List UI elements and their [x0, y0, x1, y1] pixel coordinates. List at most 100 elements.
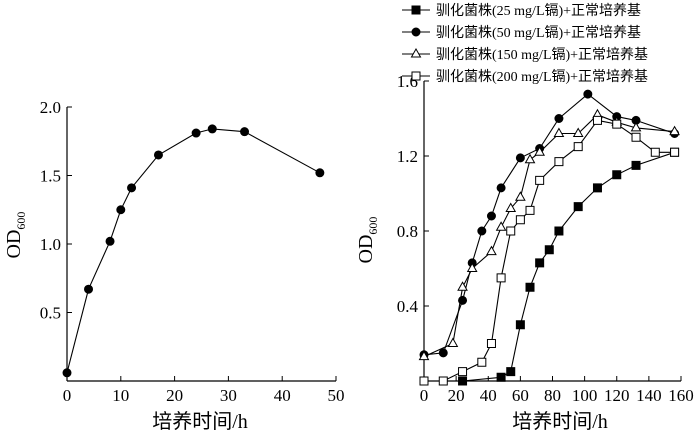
legend-marker	[411, 27, 421, 37]
data-point	[592, 115, 602, 125]
data-point	[650, 147, 660, 157]
y-tick-label: 0.5	[40, 304, 61, 323]
data-point	[554, 114, 564, 123]
data-point	[612, 170, 622, 180]
data-point	[544, 245, 554, 255]
data-point	[612, 119, 622, 129]
x-tick-label: 20	[166, 386, 183, 405]
y-tick-label: 1.5	[40, 167, 61, 186]
data-point	[458, 367, 468, 377]
data-point	[534, 146, 546, 156]
data-point	[62, 368, 72, 378]
data-point	[496, 372, 506, 382]
x-tick-label: 120	[604, 386, 630, 405]
data-point	[105, 236, 115, 246]
data-point	[506, 226, 516, 236]
data-point	[84, 284, 94, 294]
data-point	[506, 367, 516, 377]
data-point	[191, 128, 201, 138]
data-point	[573, 142, 583, 152]
data-point	[554, 157, 564, 167]
data-point	[207, 124, 217, 134]
series-line	[423, 93, 675, 356]
left-y-axis-title-subscript: 600	[14, 212, 28, 230]
data-point	[496, 273, 506, 283]
series-1	[419, 147, 680, 386]
x-tick-label: 140	[636, 386, 662, 405]
x-tick-label: 80	[544, 386, 561, 405]
data-point	[592, 183, 602, 193]
data-point	[535, 175, 545, 185]
data-point	[240, 127, 250, 137]
x-tick-label: 30	[220, 386, 237, 405]
data-point	[495, 221, 507, 231]
y-tick-label: 2.0	[40, 98, 61, 117]
x-tick-label: 0	[63, 386, 72, 405]
data-point	[630, 121, 642, 132]
right-y-axis-title: OD600	[355, 217, 380, 264]
data-point	[447, 337, 459, 347]
data-point	[315, 168, 325, 178]
legend-label: 驯化菌株(25 mg/L镉)+正常培养基	[436, 2, 641, 19]
x-tick-label: 40	[480, 386, 497, 405]
series-3	[418, 108, 680, 361]
growth-chart-left: 培养时间/h OD600 0 10 20 30 40 50 0.5 1.0 1.5 2.0	[3, 98, 345, 433]
data-point	[438, 348, 448, 358]
series-4	[419, 115, 680, 386]
data-point	[515, 153, 525, 163]
data-point	[669, 125, 680, 136]
legend-item-1: 驯化菌株(25 mg/L镉)+正常培养基	[402, 2, 641, 19]
x-tick-label: 0	[420, 386, 429, 405]
data-point	[583, 89, 593, 99]
legend-item-2: 驯化菌株(50 mg/L镉)+正常培养基	[402, 24, 641, 41]
data-point	[457, 281, 468, 291]
data-point	[524, 153, 536, 164]
y-tick-label: 1.0	[40, 235, 61, 254]
left-y-axis-title-main: OD	[3, 230, 25, 259]
x-tick-label: 50	[328, 386, 345, 405]
left-y-axis-title: OD600	[3, 212, 28, 259]
data-point	[554, 226, 564, 236]
x-tick-label: 10	[112, 386, 129, 405]
data-point	[535, 258, 545, 268]
data-point	[573, 202, 583, 212]
series-1	[62, 124, 325, 378]
y-tick-label: 0.4	[397, 297, 419, 316]
data-point	[553, 127, 565, 137]
x-tick-label: 100	[572, 386, 598, 405]
data-point	[466, 262, 478, 272]
right-x-axis-title: 培养时间/h	[512, 410, 608, 433]
data-point	[670, 147, 680, 157]
data-point	[486, 245, 497, 256]
legend-label: 驯化菌株(200 mg/L镉)+正常培养基	[436, 68, 648, 85]
data-point	[153, 150, 163, 160]
legend-marker	[411, 5, 421, 15]
data-point	[572, 127, 584, 137]
x-tick-label: 40	[274, 386, 291, 405]
y-tick-label: 1.2	[397, 147, 418, 166]
data-point	[525, 282, 535, 292]
legend-label: 驯化菌株(150 mg/L镉)+正常培养基	[436, 46, 648, 63]
data-point	[418, 350, 430, 361]
legend-marker	[411, 71, 421, 81]
left-x-axis-title: 培养时间/h	[152, 410, 248, 433]
data-point	[458, 376, 468, 386]
y-tick-label: 0.8	[397, 222, 418, 241]
legend-item-4: 驯化菌株(200 mg/L镉)+正常培养基	[402, 68, 648, 85]
data-point	[477, 357, 487, 367]
data-point	[477, 226, 487, 236]
data-point	[419, 376, 429, 386]
data-point	[631, 132, 641, 142]
data-point	[438, 376, 448, 386]
legend-marker	[410, 47, 422, 58]
data-point	[505, 202, 517, 212]
data-point	[631, 160, 641, 170]
data-point	[486, 211, 496, 221]
series-line	[66, 128, 321, 373]
data-point	[525, 205, 535, 215]
data-point	[486, 339, 496, 348]
right-y-axis-title-main: OD	[355, 235, 377, 264]
x-tick-label: 60	[512, 386, 529, 405]
